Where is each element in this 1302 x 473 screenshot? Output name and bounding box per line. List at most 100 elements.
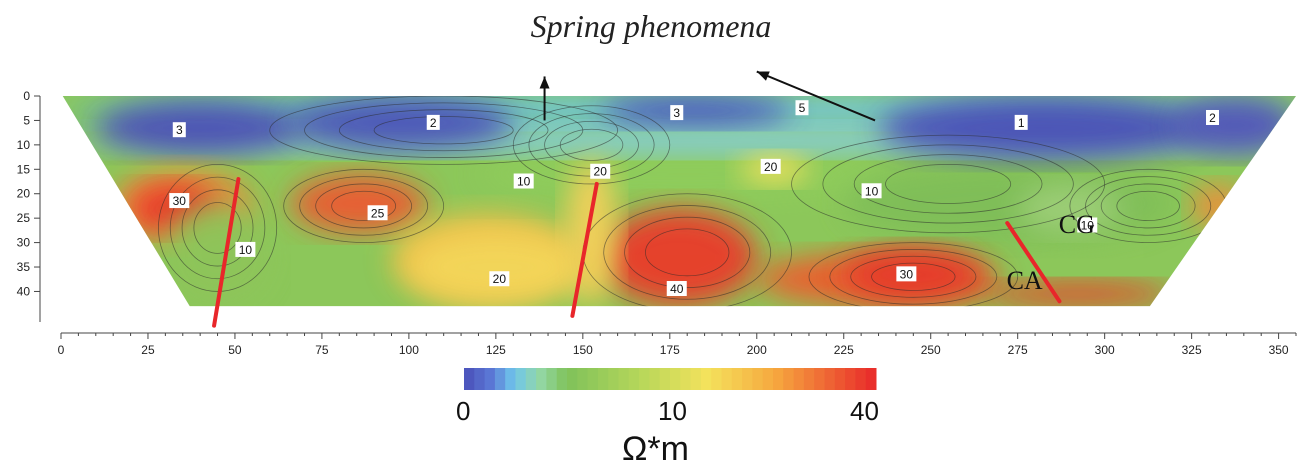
x-tick-label-225: 225 — [834, 343, 854, 357]
contour-label-bg-11 — [367, 205, 388, 221]
contour-line-4-3 — [645, 228, 730, 277]
colorbar-segment-39 — [865, 368, 877, 390]
x-tick-label-100: 100 — [399, 343, 419, 357]
annotation-cg: CG — [1059, 210, 1095, 239]
contour-line-2-1 — [169, 176, 266, 280]
arrow-line-1 — [756, 70, 876, 122]
contour-line-0-2 — [338, 109, 549, 152]
colorbar-segment-2 — [484, 368, 496, 390]
contour-label-bg-3 — [795, 100, 809, 116]
x-tick-label-25: 25 — [141, 343, 155, 357]
contour-line-3-2 — [315, 183, 413, 229]
contour-line-2-3 — [193, 202, 242, 254]
colorbar-unit: Ω*m — [622, 430, 689, 468]
contour-line-6-0 — [512, 105, 671, 185]
colorbar-segment-24 — [711, 368, 722, 390]
contour-label-16: 10 — [1081, 218, 1095, 232]
contour-line-4-2 — [624, 216, 751, 288]
colorbar-segment-31 — [783, 368, 795, 390]
contour-line-6-3 — [559, 128, 624, 161]
contour-label-6: 30 — [173, 194, 187, 208]
contour-label-bg-8 — [590, 163, 611, 179]
colorbar-segment-11 — [577, 368, 589, 390]
colorbar-segment-21 — [680, 368, 692, 390]
colorbar-segment-38 — [855, 368, 867, 390]
colorbar-segment-28 — [752, 368, 764, 390]
section-blob-18 — [565, 159, 618, 307]
colorbar-segment-13 — [597, 368, 609, 390]
colorbar-segment-26 — [731, 368, 743, 390]
contour-label-12: 10 — [239, 243, 253, 257]
contour-label-bg-15 — [896, 266, 917, 282]
contour-line-0-1 — [304, 102, 584, 158]
fault-line-0 — [212, 177, 241, 328]
colorbar-segment-5 — [515, 368, 527, 390]
colorbar-segment-27 — [742, 368, 753, 390]
contour-label-bg-9 — [760, 158, 781, 174]
arrow-head-0 — [539, 76, 550, 89]
x-tick-label-75: 75 — [315, 343, 329, 357]
y-tick-label-5: 5 — [23, 113, 30, 127]
x-tick-label-200: 200 — [747, 343, 767, 357]
contour-label-bg-4 — [1014, 114, 1028, 130]
colorbar-segment-18 — [649, 368, 661, 390]
chart-title: Spring phenomena — [530, 8, 772, 44]
colorbar-segment-33 — [803, 368, 815, 390]
contour-label-5: 2 — [1209, 111, 1216, 125]
colorbar-segment-35 — [824, 368, 836, 390]
colorbar-segment-15 — [618, 368, 630, 390]
x-tick-label-275: 275 — [1008, 343, 1028, 357]
contour-label-bg-5 — [1206, 109, 1220, 125]
fault-line-2 — [1005, 221, 1062, 304]
contour-label-bg-12 — [235, 241, 256, 257]
colorbar-tick-max: 40 — [850, 396, 879, 426]
contour-line-7-2 — [1100, 183, 1196, 229]
contour-label-9: 20 — [764, 160, 778, 174]
contour-label-1: 2 — [430, 116, 437, 130]
contour-label-8: 20 — [594, 165, 608, 179]
resistivity-section — [62, 96, 1297, 307]
section-blob-21 — [1191, 183, 1244, 228]
contour-label-bg-6 — [169, 193, 190, 209]
section-blob-20 — [982, 281, 1175, 307]
colorbar-segment-0 — [464, 368, 475, 390]
contour-label-0: 3 — [176, 123, 183, 137]
section-blob-22 — [165, 203, 270, 307]
colorbar-segment-10 — [567, 368, 578, 390]
colorbar-segment-36 — [834, 368, 846, 390]
contour-label-7: 10 — [517, 175, 531, 189]
fault-line-1 — [570, 181, 599, 318]
y-tick-label-35: 35 — [17, 260, 31, 274]
colorbar-segment-12 — [587, 368, 599, 390]
x-tick-label-325: 325 — [1182, 343, 1202, 357]
colorbar-segment-34 — [814, 368, 825, 390]
x-tick-label-0: 0 — [58, 343, 65, 357]
colorbar-segment-4 — [505, 368, 516, 390]
colorbar-segment-9 — [556, 368, 568, 390]
contour-line-7-3 — [1116, 190, 1180, 222]
contour-label-bg-1 — [426, 114, 440, 130]
section-blob-9 — [1174, 96, 1297, 155]
y-tick-label-30: 30 — [17, 236, 31, 250]
contour-line-0-0 — [269, 96, 619, 165]
contour-label-4: 1 — [1018, 116, 1025, 130]
y-tick-label-25: 25 — [17, 211, 31, 225]
x-tick-label-350: 350 — [1269, 343, 1289, 357]
colorbar-tick-min: 0 — [456, 396, 471, 426]
contour-line-5-3 — [871, 262, 956, 291]
section-blob-2 — [843, 164, 1175, 243]
y-tick-label-0: 0 — [23, 89, 30, 103]
section-blob-12 — [290, 174, 427, 233]
contour-line-7-1 — [1085, 176, 1212, 236]
contour-line-2-0 — [158, 164, 278, 292]
contour-line-1-0 — [791, 134, 1106, 234]
y-tick-label-20: 20 — [17, 187, 31, 201]
colorbar-segment-37 — [845, 368, 856, 390]
colorbar-segment-22 — [690, 368, 702, 390]
contour-label-14: 40 — [670, 282, 684, 296]
colorbar-segment-20 — [670, 368, 681, 390]
x-tick-label-250: 250 — [921, 343, 941, 357]
contour-label-bg-14 — [666, 281, 687, 297]
